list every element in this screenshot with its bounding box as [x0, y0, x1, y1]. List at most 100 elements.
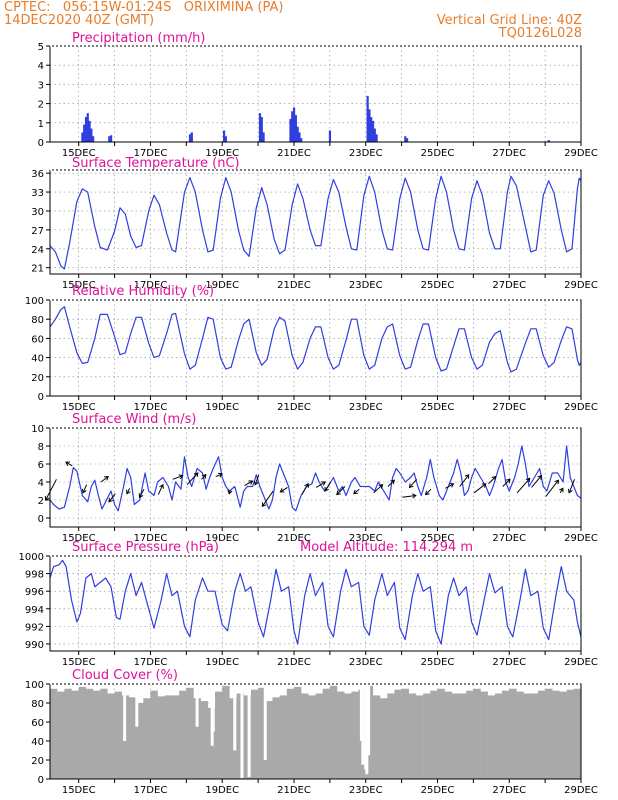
wind-vector — [324, 481, 331, 492]
precip-bar — [109, 135, 113, 142]
cloud-bar — [459, 693, 467, 779]
cloud-bar — [394, 689, 402, 779]
wind-arrowhead — [554, 479, 560, 485]
y-tick-label: 100 — [25, 296, 44, 307]
panel-frame — [49, 555, 582, 652]
cloud-bar — [344, 693, 352, 779]
cloud-bar — [566, 689, 575, 779]
x-tick-label: 15DEC — [62, 148, 96, 159]
panel-title: Precipitation (mm/h) — [72, 31, 205, 46]
cloud-bar — [236, 693, 244, 779]
precip-bar — [84, 117, 88, 142]
wind-vector — [402, 495, 416, 498]
x-tick-label: 25DEC — [421, 533, 455, 544]
cloud-bar — [380, 698, 388, 779]
x-tick-label: 19DEC — [205, 785, 239, 796]
cloud-dip — [123, 685, 127, 741]
panel-frame — [49, 299, 582, 397]
y-tick-label: 30 — [31, 207, 44, 218]
cloud-bar — [272, 697, 280, 779]
cloud-bar — [78, 686, 87, 779]
cloud-bar — [552, 690, 560, 779]
cloud-bar — [279, 695, 287, 779]
wind-vector — [157, 484, 164, 495]
y-tick-label: 6 — [38, 460, 44, 471]
precip-bar — [371, 120, 375, 142]
wind-arrowhead — [261, 502, 267, 508]
wind-vector — [502, 478, 511, 487]
cloud-dip — [247, 685, 251, 778]
wind-arrowhead — [321, 481, 327, 486]
cloud-bar — [250, 689, 259, 779]
cloud-bar — [315, 693, 323, 779]
precip-bar — [88, 120, 91, 142]
x-tick-label: 21DEC — [277, 148, 311, 159]
wind-vector — [172, 475, 183, 480]
precip-bar — [108, 136, 111, 142]
cloud-bar — [329, 685, 338, 779]
x-tick-label: 29DEC — [564, 402, 598, 413]
wind-arrowhead — [248, 480, 254, 485]
y-tick-label: 4 — [38, 478, 44, 489]
cloud-bar — [200, 701, 209, 779]
cloud-bar — [308, 695, 316, 779]
panel-1: Surface Temperature (nC) 21 24 27 30 33 36 15DE… — [31, 156, 598, 291]
wind-vector — [409, 478, 418, 488]
wind-vector — [215, 473, 223, 478]
cloud-bar — [372, 695, 381, 779]
cloud-bar — [57, 691, 65, 779]
precip-bar — [298, 132, 301, 142]
cloud-bar — [494, 693, 503, 779]
y-tick-label: 8 — [38, 442, 44, 453]
y-tick-label: 60 — [31, 718, 44, 729]
x-tick-label: 29DEC — [564, 280, 598, 291]
wind-arrowhead — [353, 489, 358, 495]
panel-frame — [49, 427, 582, 528]
wind-arrowhead — [279, 488, 285, 493]
x-tick-label: 23DEC — [349, 280, 383, 291]
wind-arrowhead — [104, 476, 109, 481]
cloud-bar — [516, 691, 524, 779]
cloud-bar — [387, 693, 395, 779]
wind-vector — [186, 472, 199, 486]
precip-bar — [262, 132, 265, 142]
wind-arrowhead — [390, 479, 395, 485]
x-tick-label: 27DEC — [492, 785, 526, 796]
precip-bar — [223, 130, 226, 142]
precip-bar — [294, 115, 297, 142]
wind-arrowhead — [424, 490, 430, 496]
panel-title: Surface Temperature (nC) — [72, 156, 240, 171]
cloud-bar — [322, 688, 331, 779]
y-tick-label: 60 — [31, 334, 44, 345]
y-tick-label: 2 — [38, 496, 44, 507]
x-tick-label: 17DEC — [134, 148, 168, 159]
cloud-dip — [367, 685, 371, 756]
wind-vector — [315, 481, 326, 488]
wind-vector — [244, 480, 253, 487]
x-tick-label: 23DEC — [349, 148, 383, 159]
cloud-bar — [114, 691, 122, 779]
panel-0: Precipitation (mm/h) 0 1 2 3 4 5 15DEC 17DEC 19DE… — [38, 31, 598, 159]
series-line — [49, 445, 582, 512]
cloud-bar — [186, 687, 194, 779]
cloud-bar — [258, 687, 266, 779]
wind-arrowhead — [464, 474, 470, 479]
y-tick-label: 998 — [25, 570, 44, 581]
precip-bar — [224, 136, 228, 142]
x-tick-label: 15DEC — [62, 785, 96, 796]
y-tick-label: 80 — [31, 315, 44, 326]
cloud-dip — [365, 685, 369, 775]
wind-vector — [568, 479, 576, 493]
y-tick-label: 0 — [38, 514, 44, 525]
header-station: CPTEC: 056:15W-01:24S ORIXIMINA (PA) — [4, 0, 284, 15]
panel-annotation: Model Altitude: 114.294 m — [300, 540, 473, 555]
wind-arrowhead — [336, 490, 341, 496]
x-tick-label: 29DEC — [564, 785, 598, 796]
x-tick-label: 25DEC — [421, 280, 455, 291]
x-tick-label: 25DEC — [421, 148, 455, 159]
x-tick-label: 17DEC — [134, 785, 168, 796]
wind-vector — [353, 488, 360, 495]
cloud-bar — [286, 688, 295, 779]
precip-bar — [296, 126, 299, 142]
cloud-bar — [337, 691, 345, 779]
